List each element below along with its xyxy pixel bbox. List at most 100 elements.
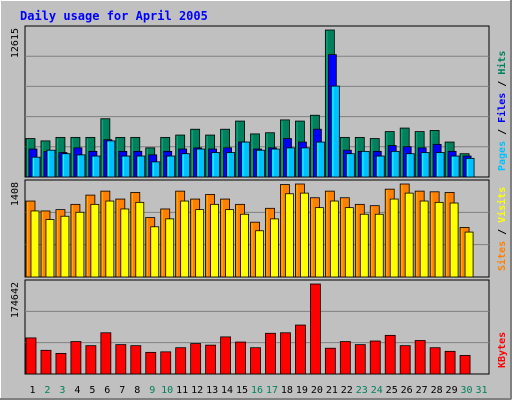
bar-pages-day-8: [136, 155, 146, 178]
bar-highlight-files-day-11: [179, 150, 181, 176]
bar-kbytes-day-30: [459, 355, 471, 375]
bar-sites-day-20: [314, 207, 324, 278]
bar-highlight-visits-day-7: [116, 200, 119, 276]
bar-highlight-kbytes-day-8: [131, 346, 133, 373]
bar-sites-day-4: [75, 211, 85, 278]
bar-pages-day-25: [390, 150, 400, 178]
bar-pages-day-14: [226, 152, 235, 178]
bar-pages-day-23: [360, 150, 370, 178]
bar-highlight-pages-day-27: [422, 153, 424, 176]
bar-highlight-pages-day-23: [362, 152, 364, 176]
bar-highlight-visits-day-23: [356, 205, 358, 276]
bar-highlight-hits-day-11: [176, 136, 178, 176]
x-label-day-24: 24: [371, 385, 383, 396]
bar-sites-day-21: [329, 200, 339, 278]
bar-sites-day-22: [344, 207, 354, 278]
bar-highlight-pages-day-25: [392, 152, 394, 176]
bar-pages-day-28: [435, 152, 445, 178]
bar-highlight-sites-day-4: [76, 213, 79, 276]
bar-highlight-files-day-5: [89, 152, 92, 176]
bar-highlight-sites-day-22: [346, 208, 348, 276]
bar-highlight-kbytes-day-27: [416, 341, 418, 373]
x-label-day-5: 5: [89, 385, 95, 396]
bar-highlight-visits-day-3: [56, 210, 59, 276]
x-label-day-25: 25: [386, 385, 398, 396]
bar-highlight-sites-day-28: [436, 203, 438, 276]
bar-highlight-kbytes-day-19: [296, 326, 298, 373]
bar-pages-day-11: [181, 153, 191, 178]
bar-highlight-pages-day-30: [467, 159, 469, 176]
x-label-day-1: 1: [29, 385, 35, 396]
x-label-day-27: 27: [416, 385, 428, 396]
bar-highlight-pages-day-6: [107, 141, 110, 176]
bar-highlight-hits-day-2: [41, 141, 44, 176]
bar-highlight-kbytes-day-17: [266, 334, 268, 373]
bar-pages-day-27: [420, 152, 430, 178]
y-axis-max-label: 12615: [10, 28, 21, 58]
bar-highlight-kbytes-day-18: [281, 333, 283, 373]
bar-highlight-sites-day-25: [391, 200, 393, 276]
bar-pages-day-30: [465, 157, 475, 178]
bar-highlight-pages-day-9: [152, 162, 154, 176]
bar-highlight-visits-day-14: [221, 200, 223, 276]
x-label-day-21: 21: [326, 385, 338, 396]
bar-kbytes-day-9: [145, 351, 157, 375]
bar-highlight-files-day-1: [30, 150, 32, 176]
bar-sites-day-13: [210, 203, 220, 278]
bar-kbytes-day-20: [309, 283, 321, 375]
bar-pages-day-5: [91, 155, 101, 178]
bar-highlight-pages-day-8: [137, 157, 139, 176]
bar-kbytes-day-13: [205, 344, 217, 375]
bar-highlight-sites-day-8: [136, 203, 138, 276]
legend-visits: Visits: [496, 187, 508, 223]
bar-sites-day-12: [195, 209, 205, 278]
bar-pages-day-15: [241, 141, 250, 178]
panel-kbytes: 174642 KBytes: [10, 279, 508, 375]
bar-highlight-sites-day-7: [121, 209, 124, 276]
bar-highlight-sites-day-14: [226, 210, 228, 276]
bar-highlight-visits-day-26: [401, 185, 403, 276]
bar-highlight-pages-day-18: [287, 148, 289, 176]
bar-highlight-hits-day-19: [296, 122, 298, 176]
bar-highlight-hits-day-25: [386, 132, 388, 176]
x-label-day-9: 9: [149, 385, 155, 396]
bar-highlight-sites-day-27: [421, 202, 423, 276]
bar-highlight-pages-day-11: [182, 154, 184, 176]
bar-sites-day-6: [105, 200, 115, 278]
bar-sites-day-11: [180, 200, 190, 278]
bar-sites-day-26: [404, 192, 414, 278]
bar-pages-day-3: [61, 153, 71, 178]
y-axis-max-label: 1408: [10, 182, 21, 206]
bar-highlight-sites-day-20: [316, 208, 318, 276]
bar-highlight-hits-day-24: [371, 139, 373, 176]
bar-highlight-pages-day-20: [317, 143, 319, 176]
bar-highlight-kbytes-day-29: [446, 352, 448, 373]
bar-sites-day-16: [255, 230, 264, 278]
bar-highlight-visits-day-13: [206, 195, 208, 276]
bar-highlight-sites-day-26: [406, 194, 408, 276]
bar-sites-day-19: [300, 192, 309, 278]
bar-highlight-files-day-12: [194, 148, 196, 176]
bar-highlight-files-day-9: [149, 155, 151, 176]
bar-highlight-hits-day-29: [446, 143, 448, 176]
bar-highlight-kbytes-day-20: [311, 285, 313, 373]
bar-highlight-kbytes-day-11: [176, 348, 178, 373]
bar-sites-day-8: [135, 201, 145, 278]
bar-highlight-hits-day-21: [326, 31, 328, 176]
bar-highlight-visits-day-1: [27, 202, 29, 276]
bar-highlight-sites-day-5: [91, 205, 94, 276]
x-label-day-6: 6: [104, 385, 110, 396]
bar-highlight-files-day-28: [434, 145, 436, 176]
bar-highlight-files-day-8: [134, 152, 136, 176]
bar-kbytes-day-28: [429, 347, 441, 375]
bar-pages-day-26: [405, 153, 415, 178]
x-label-day-31: 31: [475, 385, 487, 396]
x-label-day-10: 10: [161, 385, 173, 396]
bar-highlight-kbytes-day-24: [371, 342, 373, 373]
bar-highlight-files-day-19: [299, 143, 301, 176]
bar-highlight-hits-day-1: [27, 139, 29, 176]
bar-kbytes-day-26: [399, 345, 411, 375]
x-label-day-7: 7: [119, 385, 125, 396]
bar-kbytes-day-16: [250, 347, 261, 375]
